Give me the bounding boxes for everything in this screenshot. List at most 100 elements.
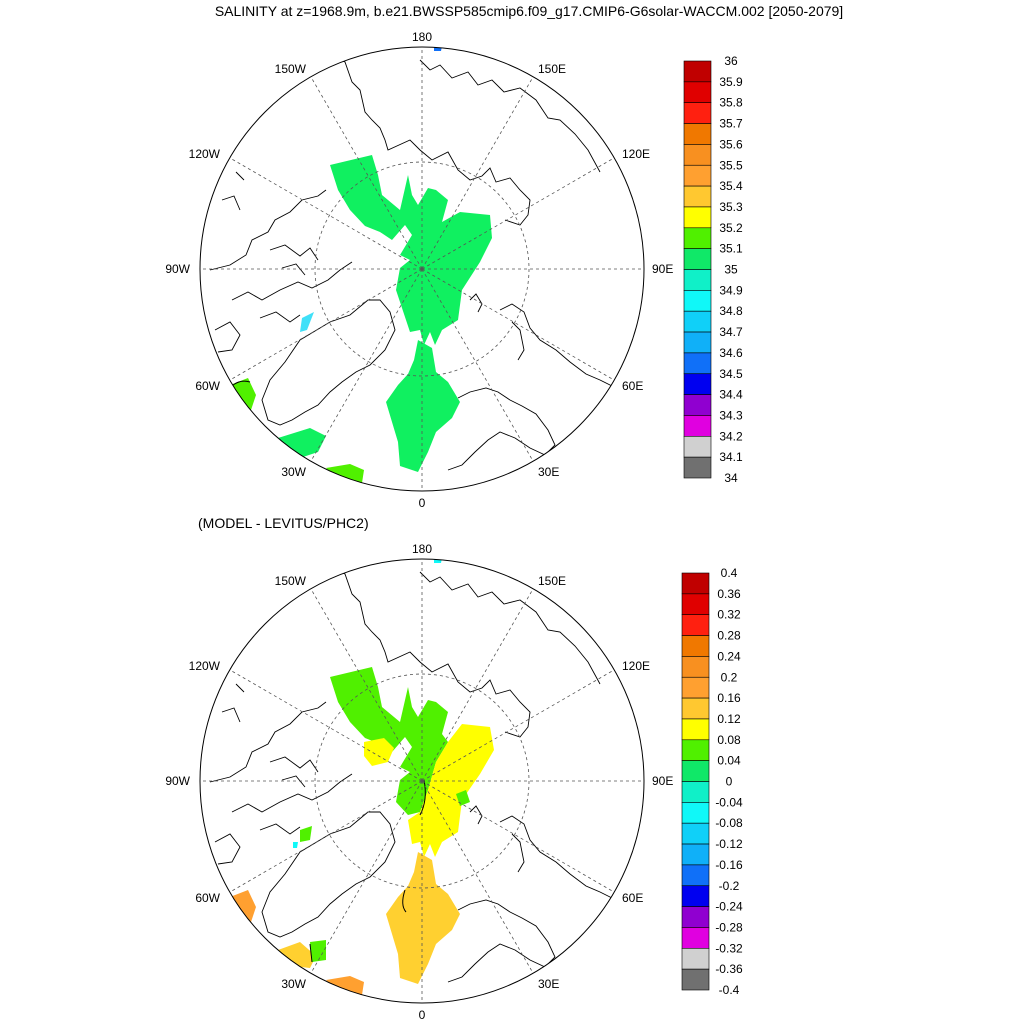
lon-label: 0 <box>419 1008 426 1022</box>
colorbar-label: 0.24 <box>717 649 741 663</box>
colorbar-swatch <box>683 164 712 187</box>
colorbar-label: 0.28 <box>717 629 741 643</box>
field-region-bering <box>434 559 442 563</box>
lon-label: 60E <box>622 379 643 393</box>
colorbar-label: 34.2 <box>719 429 743 443</box>
graticule <box>200 559 644 1003</box>
field-region-north-atlantic <box>278 428 326 458</box>
colorbar-swatch <box>681 614 710 636</box>
colorbar-label: 34.4 <box>719 388 743 402</box>
colorbar-swatch <box>683 102 712 124</box>
contour-line <box>402 889 407 913</box>
colorbar-label: 36 <box>724 54 738 68</box>
field-region-iceland-basin <box>326 464 364 483</box>
colorbar-swatch <box>683 206 712 229</box>
field-region-north-atlantic-gold <box>278 942 316 968</box>
coastline-canadian-archipelago <box>209 701 353 835</box>
colorbar-top: 36 35.9 35.8 35.7 35.6 35.5 35.4 35.3 35.2 35.1 35… <box>683 54 743 485</box>
field-region-central-arctic <box>330 155 492 345</box>
colorbar-label: 0.36 <box>717 587 741 601</box>
field-region-lomonosov-green <box>456 790 470 806</box>
anomaly-field <box>230 559 494 995</box>
field-region-baffin-cyan <box>293 842 298 848</box>
lon-label: 30W <box>281 465 306 479</box>
coastline-greenland <box>261 811 396 938</box>
lon-label: 120E <box>622 659 650 673</box>
colorbar-label: -0.04 <box>715 795 743 809</box>
colorbar-swatch <box>681 781 710 803</box>
field-region-baffin-bay <box>300 312 314 332</box>
colorbar-swatch <box>681 718 710 741</box>
figure-title: SALINITY at z=1968.9m, b.e21.BWSSP585cmi… <box>215 3 843 19</box>
colorbar-label: -0.24 <box>715 900 743 914</box>
colorbar-swatch <box>683 269 712 291</box>
lon-label: 90W <box>165 262 190 276</box>
longitude-labels: 180 150E 120E 90E 60E 30E 0 30W 60W 90W … <box>165 542 673 1022</box>
colorbar-swatch <box>683 81 712 103</box>
lon-label: 90W <box>165 774 190 788</box>
lon-label: 60E <box>622 891 643 905</box>
colorbar-swatch <box>683 331 712 354</box>
colorbar-label: 34.6 <box>719 346 743 360</box>
colorbar-label: 35.1 <box>719 242 743 256</box>
colorbar-swatch <box>681 635 710 657</box>
panel-bottom: (MODEL - LEVITUS/PHC2) <box>165 515 743 1022</box>
colorbar-label: 35.3 <box>719 200 743 214</box>
contour-line <box>419 779 426 816</box>
colorbar-label: -0.4 <box>719 983 740 997</box>
lon-label: 150W <box>275 62 307 76</box>
field-region-central-yellow <box>408 724 494 857</box>
lon-label: 120W <box>189 147 221 161</box>
coastline-alaska-siberia <box>329 567 601 738</box>
field-region-atlantic-gold <box>386 852 460 984</box>
field-region-central-green <box>330 667 448 815</box>
field-region-iceland-orange <box>326 976 364 995</box>
lon-label: 150E <box>538 574 566 588</box>
colorbar-swatch <box>683 185 712 208</box>
coastline-alaska-siberia <box>329 55 601 226</box>
panel-top: 180 150E 120E 90E 60E 30E 0 30W 60W 90W … <box>165 30 743 510</box>
colorbar-swatch <box>683 144 712 166</box>
map-boundary <box>199 558 645 1004</box>
colorbar-label: 35.4 <box>719 179 743 193</box>
colorbar-swatch <box>683 394 712 416</box>
colorbar-swatch <box>681 593 710 615</box>
lon-label: 30E <box>538 977 559 991</box>
contour-line <box>309 943 313 963</box>
colorbar-swatch <box>683 290 712 312</box>
field-region-north-atlantic-green <box>310 940 326 962</box>
colorbar-label: 35.2 <box>719 221 743 235</box>
colorbar-label: 0 <box>726 775 733 789</box>
colorbar-label: -0.36 <box>715 962 743 976</box>
colorbar-label: 35.7 <box>719 117 743 131</box>
colorbar-label: 34.1 <box>719 450 743 464</box>
colorbar-swatch <box>683 123 712 145</box>
coastline-hudson <box>214 171 245 353</box>
colorbar-swatch <box>681 843 710 866</box>
colorbar-label: 34.7 <box>719 325 743 339</box>
colorbar-swatch <box>681 760 710 782</box>
colorbar-swatch <box>683 435 712 458</box>
lon-label: 30W <box>281 977 306 991</box>
colorbar-label: 35.5 <box>719 158 743 172</box>
colorbar-swatch <box>681 739 710 761</box>
colorbar-swatch <box>681 822 710 845</box>
colorbar-swatch <box>681 802 710 824</box>
map-boundary <box>199 46 645 492</box>
colorbar-label: 35.8 <box>719 96 743 110</box>
field-region-atlantic-inflow <box>386 340 460 472</box>
field-region-labrador-orange <box>230 890 256 925</box>
colorbar-swatch <box>681 927 710 949</box>
field-region-labrador <box>230 378 256 413</box>
coastline <box>209 55 613 471</box>
coastline-canadian-archipelago <box>209 189 353 323</box>
colorbar-swatch <box>683 415 712 437</box>
contour-line <box>231 380 251 387</box>
colorbar-label: -0.12 <box>715 837 743 851</box>
colorbar-swatch <box>681 697 710 720</box>
colorbar-label: 0.08 <box>717 733 741 747</box>
coastline <box>209 567 613 983</box>
colorbar-label: -0.16 <box>715 858 743 872</box>
colorbar-swatch <box>683 248 712 270</box>
field-region-bering <box>434 47 442 51</box>
